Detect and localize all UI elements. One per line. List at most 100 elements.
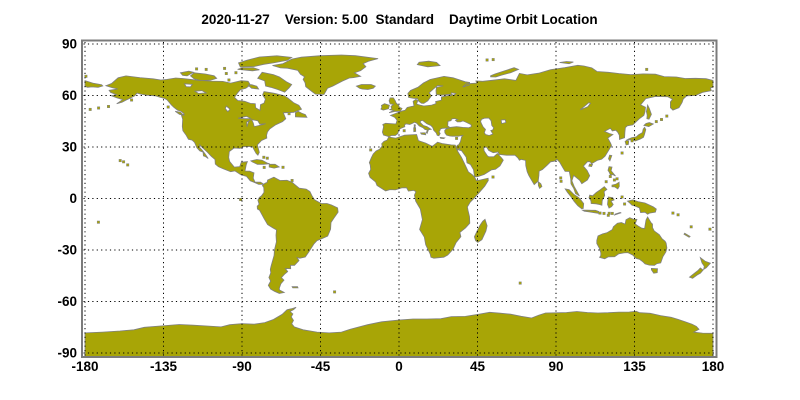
- landmass-vancouver_island: [174, 110, 186, 116]
- landmass-taiwan: [608, 154, 613, 162]
- small-island-dot: [604, 180, 608, 184]
- small-island-dot: [676, 213, 680, 217]
- landmass-new_caledonia: [683, 232, 691, 238]
- landmass-sardinia: [413, 127, 417, 133]
- landmass-baffin: [257, 71, 293, 93]
- small-island-dot: [166, 105, 170, 109]
- landmass-banks: [179, 70, 195, 77]
- lake-lake_superior: [238, 115, 252, 120]
- small-island-dot: [615, 177, 619, 181]
- y-axis-labels: 90 60 30 0 -30 -60 -90: [57, 37, 77, 361]
- landmass-borneo: [588, 186, 608, 206]
- landmass-luzon: [607, 166, 616, 177]
- y-tick-label: 60: [62, 88, 77, 103]
- small-island-dot: [608, 175, 612, 178]
- small-island-dot: [333, 290, 337, 294]
- landmass-great_britain: [388, 97, 403, 114]
- y-tick-label: 0: [69, 191, 77, 206]
- x-axis-labels: -180 -135 -90 -45 0 45 90 135 180: [71, 359, 724, 374]
- landmass-hokkaido: [643, 122, 655, 128]
- lake-aral_sea: [500, 119, 507, 124]
- small-island-dot: [195, 67, 199, 71]
- landmass-tasmania: [651, 267, 658, 274]
- landmass-south_america: [256, 176, 339, 294]
- small-island-dot: [126, 163, 130, 167]
- small-island-dot: [654, 120, 658, 124]
- x-tick-label: -90: [232, 359, 252, 374]
- small-island-dot: [620, 151, 624, 155]
- plot-title: 2020-11-27 Version: 5.00 Standard Daytim…: [201, 12, 598, 27]
- y-tick-label: 90: [62, 37, 77, 52]
- landmass-java: [580, 209, 600, 214]
- landmass-madagascar: [473, 218, 488, 243]
- small-island-dot: [455, 136, 459, 140]
- small-island-dot: [239, 198, 243, 201]
- lake-caspian_sea: [480, 117, 495, 136]
- small-island-dot: [265, 156, 269, 160]
- landmass-timor: [613, 211, 622, 216]
- small-island-dot: [234, 71, 238, 75]
- landmass-sri_lanka: [537, 180, 543, 190]
- small-island-dot: [708, 227, 712, 231]
- lake-lake_huron_erie_ontario: [250, 119, 266, 128]
- landmass-devon: [237, 67, 260, 72]
- small-island-dot: [645, 67, 649, 71]
- landmass-crete: [439, 136, 446, 140]
- lake-lake_michigan: [246, 119, 251, 127]
- landmass-nz_north: [699, 256, 712, 271]
- landmass-nz_south: [688, 267, 704, 279]
- small-island-dot: [602, 211, 606, 215]
- landmass-honshu: [626, 126, 647, 142]
- small-island-dot: [122, 160, 126, 164]
- small-island-dot: [223, 66, 227, 70]
- small-island-dot: [559, 179, 563, 183]
- lake-lake_baikal: [579, 102, 592, 111]
- small-island-dot: [88, 107, 92, 111]
- lake-black_sea: [447, 118, 472, 129]
- small-island-dot: [559, 176, 563, 180]
- landmass-severnaya_zemlya: [559, 61, 574, 65]
- small-island-dot: [623, 202, 627, 206]
- small-island-dot: [118, 159, 122, 163]
- small-island-dot: [491, 175, 495, 179]
- small-island-dot: [671, 211, 675, 215]
- small-island-dot: [224, 72, 228, 75]
- landmass-victoria: [189, 72, 218, 82]
- small-island-dot: [96, 220, 100, 224]
- small-island-dot: [630, 139, 634, 143]
- landmass-kyushu: [624, 139, 630, 146]
- x-tick-label: 90: [548, 359, 563, 374]
- landmass-australia: [596, 216, 668, 266]
- landmass-eurasia: [381, 64, 714, 197]
- landmass-iceland: [355, 84, 377, 90]
- small-island-dot: [660, 118, 663, 121]
- x-tick-label: -180: [71, 359, 98, 374]
- y-tick-label: -60: [57, 294, 77, 309]
- small-island-dot: [262, 165, 266, 169]
- lake-great_bear_lake: [183, 83, 194, 88]
- small-island-dot: [689, 225, 693, 229]
- small-island-dot: [262, 155, 266, 159]
- x-tick-label: 180: [702, 359, 725, 374]
- landmass-southampton: [247, 84, 260, 90]
- landmass-sicily: [419, 132, 427, 136]
- landmass-novaya_zemlya: [490, 67, 520, 78]
- small-island-dot: [281, 165, 285, 169]
- landmass-ireland: [380, 103, 390, 111]
- small-island-dot: [97, 106, 101, 110]
- landmass-mindanao: [611, 181, 620, 190]
- landmass-new_guinea: [626, 199, 657, 215]
- landmass-ellesmere: [237, 55, 293, 68]
- landmass-hispaniola: [268, 163, 281, 169]
- small-island-dot: [369, 148, 373, 152]
- x-tick-label: 0: [395, 359, 403, 374]
- landmass-sulawesi: [607, 196, 615, 209]
- landmass-svalbard: [416, 60, 441, 68]
- landmass-north_america: [104, 75, 303, 185]
- small-island-dot: [491, 58, 495, 62]
- landmass-corsica: [413, 124, 416, 128]
- small-island-dot: [606, 213, 610, 217]
- small-island-dot: [610, 211, 614, 215]
- landmass-greenland: [272, 54, 379, 95]
- y-tick-label: 30: [62, 140, 77, 155]
